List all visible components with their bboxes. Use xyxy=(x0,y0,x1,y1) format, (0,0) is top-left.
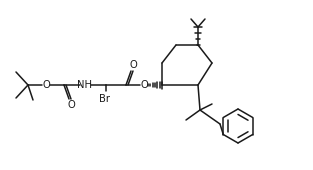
Text: O: O xyxy=(129,60,137,70)
Text: O: O xyxy=(140,80,148,90)
Text: NH: NH xyxy=(78,80,93,90)
Text: Br: Br xyxy=(99,94,110,104)
Text: O: O xyxy=(67,100,75,110)
Text: O: O xyxy=(42,80,50,90)
